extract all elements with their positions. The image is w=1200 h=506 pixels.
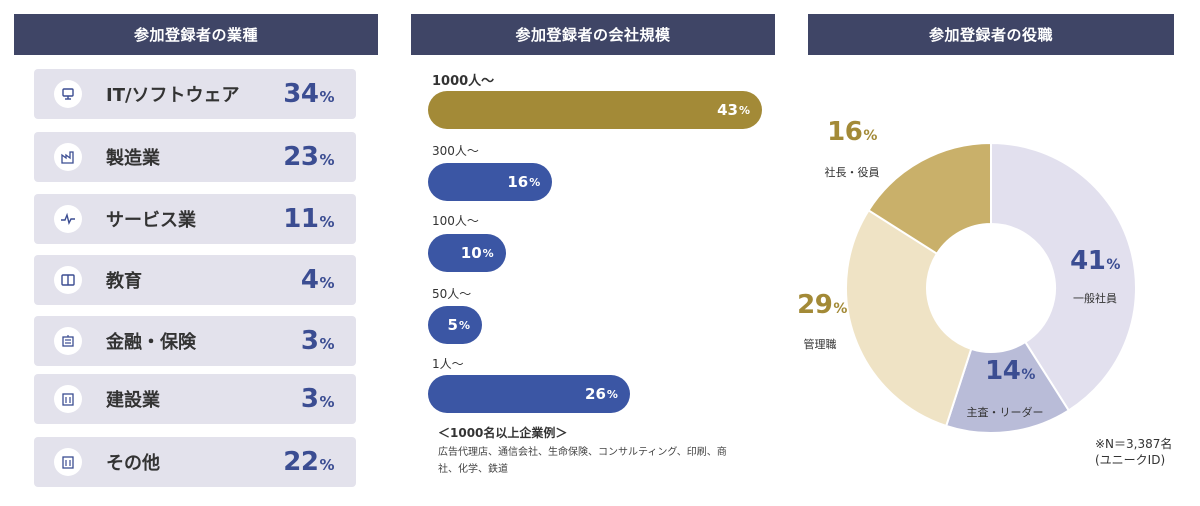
percent-sign: % (1021, 367, 1035, 383)
percent-sign: % (606, 387, 618, 401)
note-line-1: ※N＝3,387名 (1095, 437, 1173, 451)
size-category-label: 300人～ (432, 144, 479, 158)
industry-value-number: 3 (300, 384, 319, 414)
industry-value: 3% (300, 384, 335, 414)
size-bar-value: 10 (460, 244, 482, 262)
donut-slice (867, 141, 992, 256)
size-bar: 43% (428, 91, 762, 129)
industry-value-number: 3 (300, 326, 319, 356)
industry-value-number: 23 (283, 142, 319, 172)
donut-value-number: 16 (827, 117, 863, 147)
donut-category-label: 主査・リーダー (966, 406, 1044, 419)
position-donut-chart (845, 141, 1137, 434)
percent-sign: % (319, 393, 334, 411)
percent-sign: % (833, 301, 847, 317)
size-category-label: 100人～ (432, 214, 479, 228)
industry-value: 34% (283, 79, 334, 109)
donut-value-label: 29% (782, 290, 862, 320)
donut-value-number: 14 (985, 356, 1021, 386)
note-line-2: (ユニークID) (1095, 453, 1166, 467)
industry-label: その他 (106, 453, 160, 474)
industry-label: 建設業 (106, 390, 160, 411)
industry-value-number: 11 (283, 204, 319, 234)
donut-value-label: 16% (812, 117, 892, 147)
industry-value-number: 4 (300, 265, 319, 295)
size-bar-value: 43 (717, 101, 738, 119)
percent-sign: % (319, 151, 334, 169)
size-bar: 26% (428, 375, 630, 413)
industry-row: 金融・保険 3% (34, 316, 356, 366)
industry-value: 4% (300, 265, 335, 295)
industry-label: 製造業 (106, 148, 160, 169)
size-bar-value: 26 (585, 385, 606, 403)
industry-row: 教育 4% (34, 255, 356, 305)
industry-row: 製造業 23% (34, 132, 356, 182)
industry-label: IT/ソフトウェア (106, 85, 240, 106)
examples-title: ＜1000名以上企業例＞ (438, 426, 568, 440)
size-category-label: 1人～ (432, 357, 464, 371)
size-bar: 10% (428, 234, 506, 272)
donut-value-number: 41 (1070, 246, 1106, 276)
donut-slice (845, 208, 973, 428)
industry-label: サービス業 (106, 210, 196, 231)
percent-sign: % (482, 246, 494, 260)
industry-value-number: 34 (283, 79, 319, 109)
position-header: 参加登録者の役職 (808, 14, 1174, 55)
book-icon (54, 266, 82, 294)
industry-row: サービス業 11% (34, 194, 356, 244)
industry-value: 3% (300, 326, 335, 356)
industry-label: 教育 (106, 271, 142, 292)
industry-value-number: 22 (283, 447, 319, 477)
percent-sign: % (458, 318, 470, 332)
industry-value: 11% (283, 204, 334, 234)
building-icon (54, 385, 82, 413)
percent-sign: % (1106, 257, 1120, 273)
company-size-header: 参加登録者の会社規模 (411, 14, 775, 55)
industry-value: 23% (283, 142, 334, 172)
finance-icon (54, 327, 82, 355)
industry-header: 参加登録者の業種 (14, 14, 378, 55)
donut-category-label: 管理職 (803, 338, 837, 351)
donut-value-label: 41% (1055, 246, 1135, 276)
size-bar-value: 16 (507, 173, 529, 191)
size-bar: 16% (428, 163, 553, 201)
factory-icon (54, 143, 82, 171)
percent-sign: % (529, 175, 541, 189)
size-category-label: 1000人～ (432, 74, 495, 89)
examples-body: 広告代理店、通信会社、生命保険、コンサルティング、印刷、商社、化学、鉄道 (438, 447, 727, 475)
percent-sign: % (863, 128, 877, 144)
industry-label: 金融・保険 (106, 332, 196, 353)
donut-category-label: 社長・役員 (824, 166, 880, 179)
industry-value: 22% (283, 447, 334, 477)
percent-sign: % (319, 213, 334, 231)
monitor-icon (54, 80, 82, 108)
donut-category-label: 一般社員 (1073, 292, 1117, 305)
donut-value-number: 29 (797, 290, 833, 320)
building-icon (54, 448, 82, 476)
percent-sign: % (319, 456, 334, 474)
size-bar: 5% (428, 306, 482, 344)
percent-sign: % (319, 274, 334, 292)
percent-sign: % (738, 103, 750, 117)
percent-sign: % (319, 88, 334, 106)
size-bar-value: 5 (447, 316, 458, 334)
pulse-icon (54, 205, 82, 233)
size-category-label: 50人～ (432, 287, 472, 301)
industry-row: その他 22% (34, 437, 356, 487)
percent-sign: % (319, 335, 334, 353)
industry-row: 建設業 3% (34, 374, 356, 424)
sample-size-note: ※N＝3,387名 (ユニークID) (1095, 436, 1172, 468)
industry-row: IT/ソフトウェア 34% (34, 69, 356, 119)
donut-value-label: 14% (970, 356, 1050, 386)
